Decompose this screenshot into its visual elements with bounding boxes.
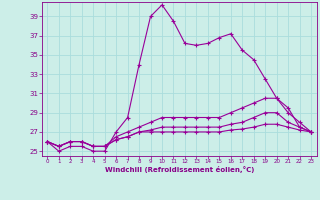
X-axis label: Windchill (Refroidissement éolien,°C): Windchill (Refroidissement éolien,°C)	[105, 166, 254, 173]
